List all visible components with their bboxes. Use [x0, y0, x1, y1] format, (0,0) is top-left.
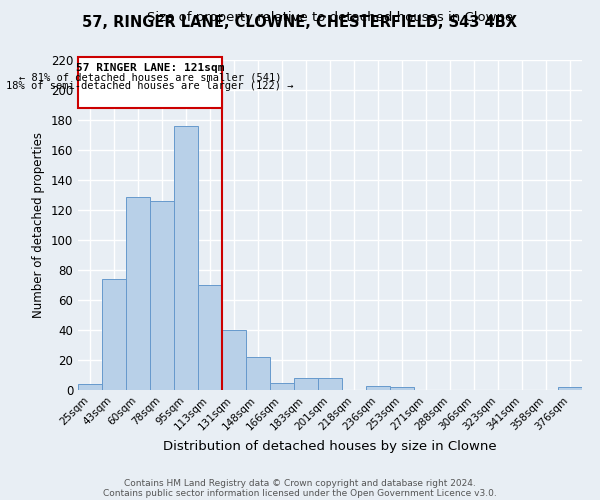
- Bar: [366, 386, 390, 390]
- Text: 57, RINGER LANE, CLOWNE, CHESTERFIELD, S43 4BX: 57, RINGER LANE, CLOWNE, CHESTERFIELD, S…: [83, 15, 517, 30]
- Bar: [174, 126, 198, 390]
- Text: 18% of semi-detached houses are larger (122) →: 18% of semi-detached houses are larger (…: [6, 81, 294, 91]
- Bar: [102, 279, 126, 390]
- X-axis label: Distribution of detached houses by size in Clowne: Distribution of detached houses by size …: [163, 440, 497, 453]
- Bar: [78, 384, 102, 390]
- Bar: [270, 382, 294, 390]
- Y-axis label: Number of detached properties: Number of detached properties: [32, 132, 45, 318]
- Text: ← 81% of detached houses are smaller (541): ← 81% of detached houses are smaller (54…: [19, 72, 281, 82]
- Bar: [126, 196, 150, 390]
- Text: Contains HM Land Registry data © Crown copyright and database right 2024.: Contains HM Land Registry data © Crown c…: [124, 478, 476, 488]
- Bar: [222, 330, 246, 390]
- FancyBboxPatch shape: [78, 57, 222, 108]
- Text: 57 RINGER LANE: 121sqm: 57 RINGER LANE: 121sqm: [76, 63, 224, 73]
- Bar: [318, 378, 342, 390]
- Bar: [390, 387, 414, 390]
- Bar: [558, 387, 582, 390]
- Bar: [294, 378, 318, 390]
- Title: Size of property relative to detached houses in Clowne: Size of property relative to detached ho…: [147, 11, 513, 24]
- Bar: [150, 201, 174, 390]
- Bar: [198, 285, 222, 390]
- Text: Contains public sector information licensed under the Open Government Licence v3: Contains public sector information licen…: [103, 488, 497, 498]
- Bar: [246, 357, 270, 390]
